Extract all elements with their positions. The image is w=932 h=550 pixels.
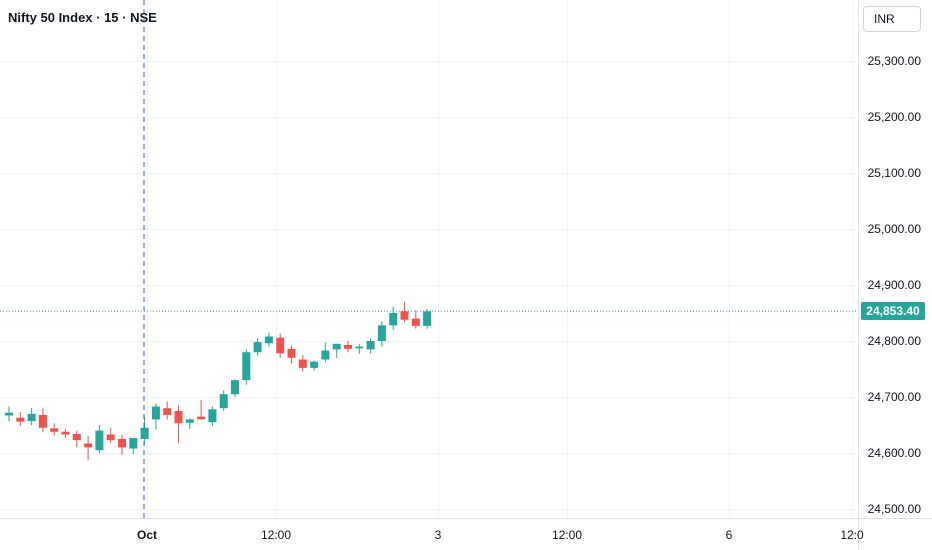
grid-lines xyxy=(0,0,858,518)
candle-body xyxy=(332,343,341,350)
candle-body xyxy=(38,414,47,428)
candle xyxy=(84,435,93,461)
currency-selector[interactable]: INR xyxy=(863,6,921,32)
candles xyxy=(5,301,432,461)
candle-body xyxy=(231,380,239,395)
candle xyxy=(298,355,307,372)
candle-body xyxy=(50,428,59,432)
candle xyxy=(400,301,409,323)
time-tick-label: Oct xyxy=(137,528,157,542)
price-tick-label: 24,700.00 xyxy=(868,390,922,404)
candle xyxy=(253,338,262,356)
candle-body xyxy=(344,344,352,349)
candle xyxy=(197,399,206,420)
candle-body xyxy=(400,311,409,320)
candle xyxy=(310,360,319,371)
candle xyxy=(321,342,330,363)
candle xyxy=(185,418,194,429)
candle-body xyxy=(389,313,398,326)
time-tick-label: 12:00 xyxy=(261,528,291,542)
candle xyxy=(208,406,217,427)
candle-body xyxy=(377,325,386,341)
price-axis[interactable]: 25,300.00 25,200.00 25,100.00 25,000.00 24,9… xyxy=(868,54,922,516)
candle-body xyxy=(5,412,13,416)
candle-body xyxy=(185,419,194,423)
candle xyxy=(174,405,183,443)
candle-body xyxy=(129,437,138,449)
candle-body xyxy=(151,406,160,420)
candle-body xyxy=(264,336,273,344)
candle xyxy=(231,379,239,397)
candle xyxy=(95,425,104,453)
candle xyxy=(61,428,70,438)
candle-body xyxy=(411,318,420,326)
candle xyxy=(377,321,386,347)
candle xyxy=(106,427,115,443)
candle-body xyxy=(321,350,330,360)
candle xyxy=(118,435,126,455)
candle xyxy=(38,407,47,433)
candle-body xyxy=(276,337,285,354)
price-tick-label: 24,600.00 xyxy=(868,446,922,460)
candle-body xyxy=(287,348,296,358)
candle-body xyxy=(423,311,432,326)
candle xyxy=(411,310,420,329)
last-price-label: 24,853.40 xyxy=(861,302,925,321)
time-tick-label: 12:0 xyxy=(840,528,864,542)
candle xyxy=(72,430,81,448)
candle xyxy=(332,343,341,358)
candle xyxy=(276,333,285,358)
candle-body xyxy=(140,427,149,439)
candle xyxy=(366,338,375,354)
time-tick-label: 12:00 xyxy=(552,528,582,542)
candle-body xyxy=(197,416,206,420)
candle-body xyxy=(72,433,81,441)
candle-body xyxy=(242,352,251,381)
candle-body xyxy=(366,341,375,350)
candle xyxy=(242,349,251,385)
price-tick-label: 25,000.00 xyxy=(868,222,922,236)
candle-body xyxy=(163,408,172,415)
time-tick-label: 6 xyxy=(726,528,733,542)
candle xyxy=(16,412,25,427)
candle xyxy=(355,343,364,354)
time-tick-label: 3 xyxy=(435,528,442,542)
price-tick-label: 25,300.00 xyxy=(868,54,922,68)
candle-body xyxy=(61,431,70,435)
price-tick-label: 25,100.00 xyxy=(868,166,922,180)
candle xyxy=(344,341,352,353)
candle-body xyxy=(219,394,228,409)
candle xyxy=(287,345,296,364)
candle xyxy=(50,423,59,436)
candle xyxy=(219,390,228,411)
candle-body xyxy=(106,434,115,441)
candle xyxy=(163,401,172,420)
candle xyxy=(264,332,273,347)
candle-body xyxy=(174,411,183,424)
candle-body xyxy=(118,439,126,448)
candle xyxy=(129,437,138,455)
candle xyxy=(5,406,13,422)
time-axis[interactable]: Oct 12:00 3 12:00 6 12:0 xyxy=(137,528,864,542)
candle-body xyxy=(84,443,93,448)
candle xyxy=(140,416,149,445)
price-tick-label: 25,200.00 xyxy=(868,110,922,124)
candle xyxy=(151,403,160,430)
candle-body xyxy=(310,361,319,368)
candle xyxy=(27,408,36,425)
candle xyxy=(423,309,432,329)
candle-body xyxy=(298,359,307,368)
candle-body xyxy=(16,417,25,422)
price-tick-label: 24,900.00 xyxy=(868,278,922,292)
symbol-title[interactable]: Nifty 50 Index · 15 · NSE xyxy=(8,10,157,25)
candle-body xyxy=(95,430,104,451)
candle xyxy=(389,306,398,330)
price-tick-label: 24,500.00 xyxy=(868,502,922,516)
candle-body xyxy=(208,409,217,423)
candle-body xyxy=(27,413,36,422)
candle-body xyxy=(355,346,364,349)
price-tick-label: 24,800.00 xyxy=(868,334,922,348)
candle-body xyxy=(253,342,262,353)
